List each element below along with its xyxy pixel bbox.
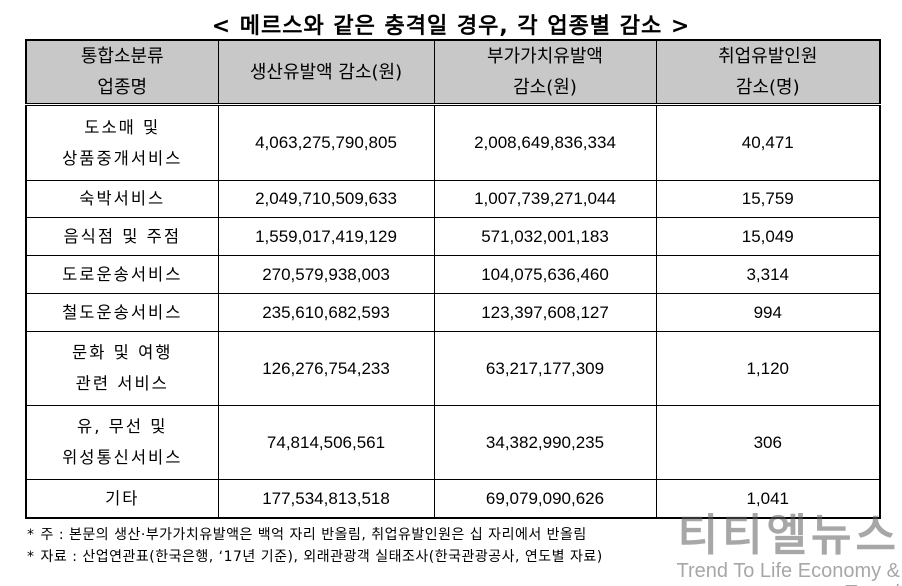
footnote-asterisk: * xyxy=(27,527,35,543)
header-employment: 취업유발인원 감소(명) xyxy=(655,39,881,106)
table-header-row: 통합소분류 업종명 생산유발액 감소(원) 부가가치유발액 감소(원) 취업유발… xyxy=(25,39,881,106)
footnote-note-text: 주 : 본문의 생산·부가가치유발액은 백억 자리 반올림, 취업유발인원은 십… xyxy=(40,527,587,543)
footnote-source-text: 자료 : 산업연관표(한국은행, ‘17년 기준), 외래관광객 실태조사(한국… xyxy=(40,549,603,565)
header-industry-line1: 통합소분류 xyxy=(80,46,164,67)
employment-cell: 40,471 xyxy=(655,104,881,181)
value-added-cell: 2,008,649,836,334 xyxy=(433,104,657,181)
table-row: 철도운송서비스 235,610,682,593 123,397,608,127 … xyxy=(25,292,881,332)
header-industry: 통합소분류 업종명 xyxy=(25,39,219,106)
header-employment-line1: 취업유발인원 xyxy=(718,46,818,67)
employment-cell: 1,120 xyxy=(655,330,881,406)
employment-cell: 3,314 xyxy=(655,255,881,294)
value-added-cell: 1,007,739,271,044 xyxy=(433,179,657,219)
industry-line: 문화 및 여행 xyxy=(72,343,173,363)
header-production: 생산유발액 감소(원) xyxy=(217,39,435,106)
table-row: 도로운송서비스 270,579,938,003 104,075,636,460 … xyxy=(25,255,881,294)
value-added-cell: 104,075,636,460 xyxy=(433,255,657,294)
industry-cell: 기타 xyxy=(25,479,219,520)
page-title: < 메르스와 같은 충격일 경우, 각 업종별 감소 > xyxy=(211,14,691,39)
employment-cell: 1,041 xyxy=(655,479,881,520)
industry-line: 음식점 및 주점 xyxy=(63,227,182,247)
value-added-cell: 571,032,001,183 xyxy=(433,217,657,256)
employment-cell: 994 xyxy=(655,292,881,332)
table-row: 음식점 및 주점 1,559,017,419,129 571,032,001,1… xyxy=(25,217,881,256)
header-value-added-line1: 부가가치유발액 xyxy=(487,46,603,67)
production-cell: 4,063,275,790,805 xyxy=(217,104,435,181)
industry-cell: 문화 및 여행 관련 서비스 xyxy=(25,330,219,406)
header-value-added-line2: 감소(원) xyxy=(513,77,577,98)
production-cell: 2,049,710,509,633 xyxy=(217,179,435,219)
table-row: 숙박서비스 2,049,710,509,633 1,007,739,271,04… xyxy=(25,179,881,219)
watermark-logo: 티티엘뉴스 xyxy=(677,510,900,561)
table-row: 문화 및 여행 관련 서비스 126,276,754,233 63,217,17… xyxy=(25,330,881,406)
industry-line: 철도운송서비스 xyxy=(62,302,183,322)
industry-decrease-table: 통합소분류 업종명 생산유발액 감소(원) 부가가치유발액 감소(원) 취업유발… xyxy=(25,39,881,520)
industry-cell: 음식점 및 주점 xyxy=(25,217,219,256)
industry-cell: 숙박서비스 xyxy=(25,179,219,219)
header-employment-line2: 감소(명) xyxy=(735,77,800,98)
production-cell: 74,814,506,561 xyxy=(217,404,435,481)
table-row: 도소매 및 상품중개서비스 4,063,275,790,805 2,008,64… xyxy=(25,104,881,181)
table-row: 유, 무선 및 위성통신서비스 74,814,506,561 34,382,99… xyxy=(25,404,881,481)
production-cell: 1,559,017,419,129 xyxy=(217,217,435,256)
industry-cell: 도로운송서비스 xyxy=(25,255,219,294)
industry-line: 도로운송서비스 xyxy=(62,264,183,284)
header-industry-line2: 업종명 xyxy=(97,77,148,98)
news-watermark: 티티엘뉴스 Trend To Life Economy & Travel xyxy=(620,512,900,586)
footnote-source: * 자료 : 산업연관표(한국은행, ‘17년 기준), 외래관광객 실태조사(한… xyxy=(27,546,603,568)
industry-line: 상품중개서비스 xyxy=(62,148,183,168)
industry-line: 위성통신서비스 xyxy=(62,448,183,468)
footnote-note: * 주 : 본문의 생산·부가가치유발액은 백억 자리 반올림, 취업유발인원은 … xyxy=(27,524,603,546)
industry-line: 숙박서비스 xyxy=(79,189,166,209)
industry-line: 관련 서비스 xyxy=(75,374,169,394)
production-cell: 270,579,938,003 xyxy=(217,255,435,294)
value-added-cell: 63,217,177,309 xyxy=(433,330,657,406)
table-row: 기타 177,534,813,518 69,079,090,626 1,041 xyxy=(25,479,881,520)
industry-line: 유, 무선 및 xyxy=(77,417,168,437)
value-added-cell: 34,382,990,235 xyxy=(433,404,657,481)
production-cell: 177,534,813,518 xyxy=(217,479,435,520)
header-production-line1: 생산유발액 감소(원) xyxy=(249,61,403,83)
industry-line: 도소매 및 xyxy=(84,117,161,137)
value-added-cell: 123,397,608,127 xyxy=(433,292,657,332)
footnotes: * 주 : 본문의 생산·부가가치유발액은 백억 자리 반올림, 취업유발인원은 … xyxy=(27,524,603,568)
employment-cell: 15,759 xyxy=(655,179,881,219)
industry-cell: 도소매 및 상품중개서비스 xyxy=(25,104,219,181)
employment-cell: 15,049 xyxy=(655,217,881,256)
industry-line: 기타 xyxy=(105,489,140,509)
employment-cell: 306 xyxy=(655,404,881,481)
industry-cell: 유, 무선 및 위성통신서비스 xyxy=(25,404,219,481)
production-cell: 126,276,754,233 xyxy=(217,330,435,406)
footnote-asterisk: * xyxy=(27,549,35,565)
production-cell: 235,610,682,593 xyxy=(217,292,435,332)
watermark-slogan: Trend To Life Economy & Travel xyxy=(676,560,900,586)
value-added-cell: 69,079,090,626 xyxy=(433,479,657,520)
industry-cell: 철도운송서비스 xyxy=(25,292,219,332)
header-value-added: 부가가치유발액 감소(원) xyxy=(433,39,657,106)
